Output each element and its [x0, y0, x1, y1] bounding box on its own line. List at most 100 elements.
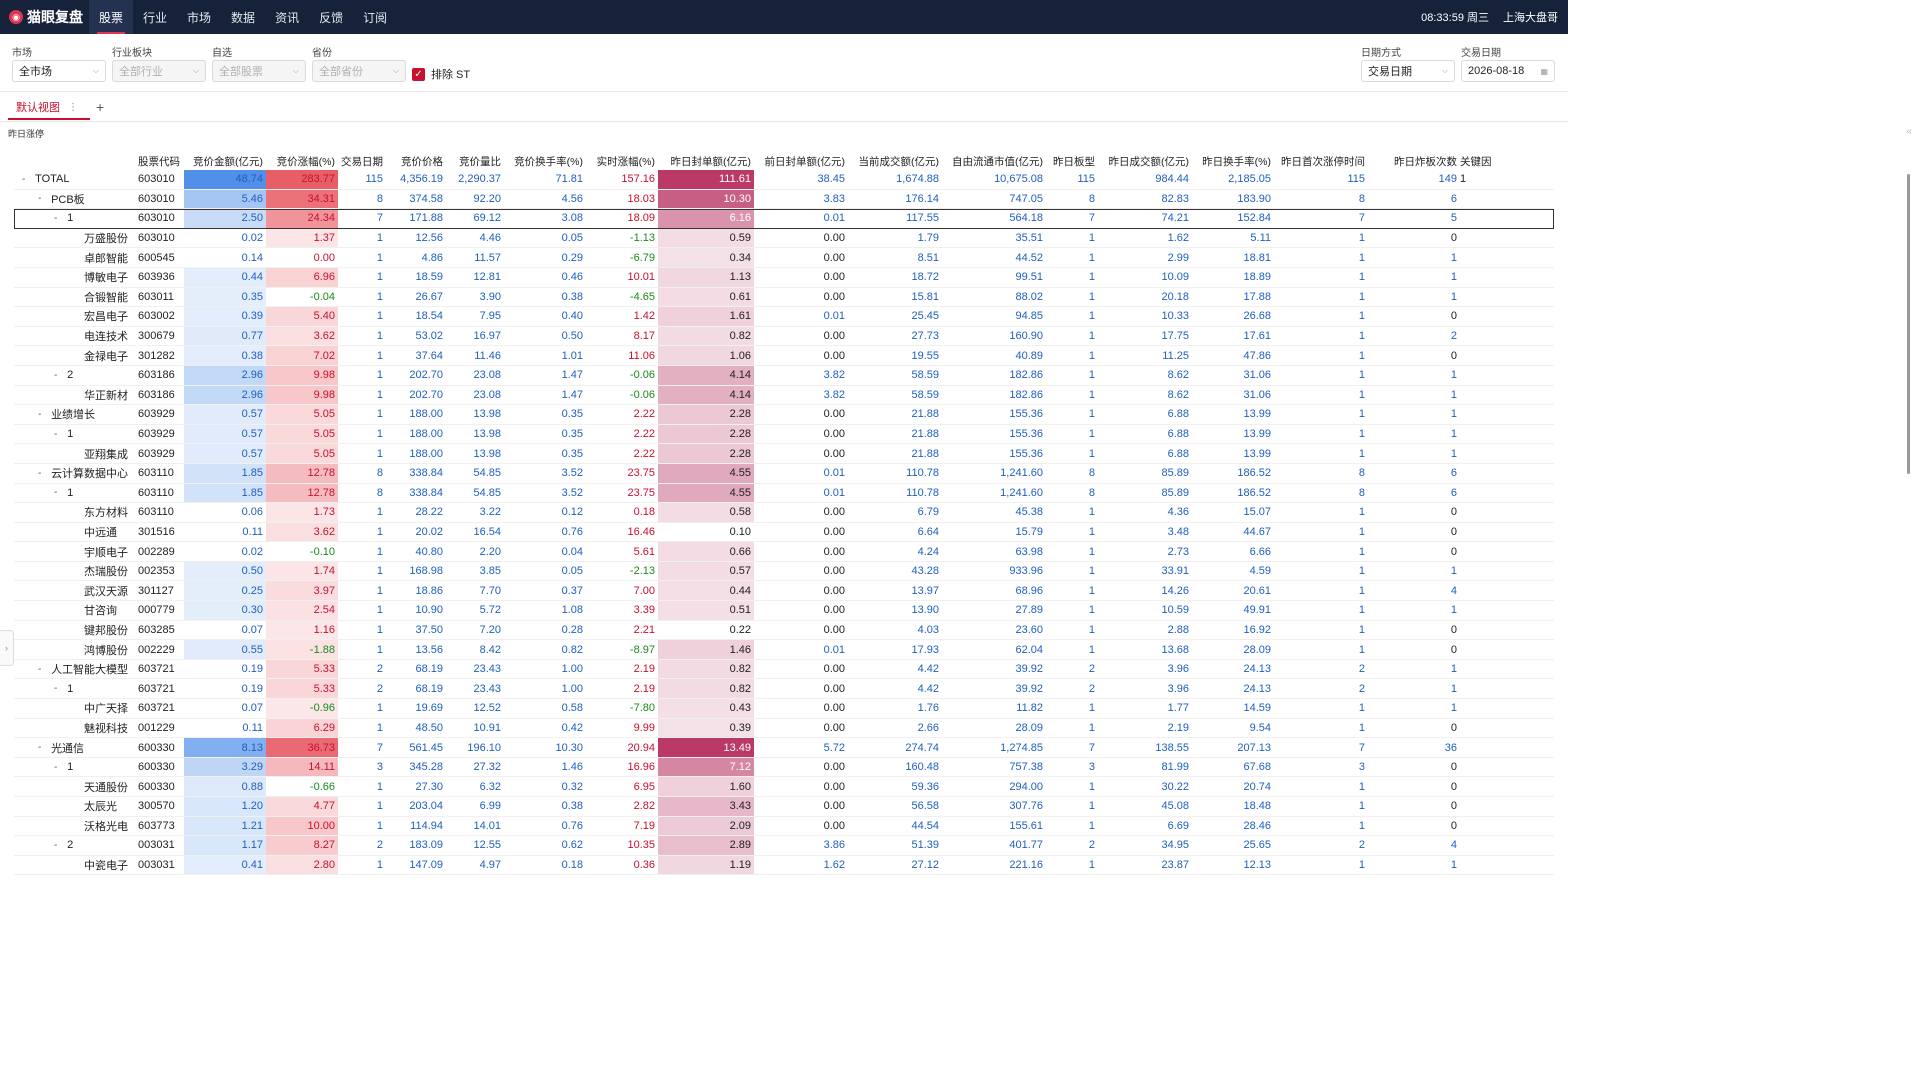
nav-item-6[interactable]: 订阅: [363, 10, 388, 25]
group-row[interactable]: - TOTAL 603010 48.74 283.77 115 4,356.19 2,290…: [14, 170, 1554, 190]
header-cell[interactable]: 股票代码: [138, 156, 180, 168]
exclude-st-checkbox[interactable]: ✓ 排除 ST: [412, 66, 470, 82]
collapse-toggle-icon[interactable]: -: [38, 663, 42, 675]
header-cell[interactable]: 昨日炸板次数: [1394, 156, 1457, 168]
header-cell[interactable]: 关键因: [1460, 156, 1492, 168]
group-row[interactable]: - PCB板 603010 5.46 34.31 8 374.58 92.20 4.56 18.…: [14, 189, 1554, 210]
stock-row[interactable]: 亚翔集成 603929 0.57 5.05 1 188.00 13.98 0.35 2.22 2.…: [14, 444, 1554, 464]
cell-16: 0: [1450, 761, 1457, 774]
header-cell[interactable]: 竞价涨幅(%): [276, 156, 335, 168]
group-row[interactable]: - 2 003031 1.17 8.27 2 183.09 12.55 0.62 10.35 2.…: [14, 836, 1554, 856]
chevron-down-icon: ⌵: [1441, 66, 1448, 75]
stock-row[interactable]: 沃格光电 603773 1.21 10.00 1 114.94 14.01 0.76 7.19 2…: [14, 816, 1554, 837]
trade-date-picker[interactable]: 2026-08-18 ▦: [1461, 60, 1555, 82]
collapse-toggle-icon[interactable]: -: [38, 467, 42, 479]
collapse-toggle-icon[interactable]: -: [54, 683, 58, 695]
stock-row[interactable]: 电连技术 300679 0.77 3.62 1 53.02 16.97 0.50 8.17 0.8…: [14, 326, 1554, 347]
group-row[interactable]: - 2 603186 2.96 9.98 1 202.70 23.08 1.47 -0.06 4.…: [14, 365, 1554, 386]
cell-14: 67.68: [1243, 761, 1271, 774]
group-row[interactable]: - 1 600330 3.29 14.11 3 345.28 27.32 1.46 16.96 7…: [14, 757, 1554, 778]
cell-12: 7: [1088, 212, 1095, 225]
stock-row[interactable]: 华正新材 603186 2.96 9.98 1 202.70 23.08 1.47 -0.06 4…: [14, 385, 1554, 406]
expand-sidebar-icon[interactable]: ›: [0, 630, 14, 666]
nav-item-3[interactable]: 数据: [231, 10, 256, 25]
nav-item-0[interactable]: 股票: [89, 0, 134, 34]
collapse-toggle-icon[interactable]: -: [38, 742, 42, 754]
header-cell[interactable]: 竞价量比: [459, 156, 501, 168]
stock-row[interactable]: 甘咨询 000779 0.30 2.54 1 10.90 5.72 1.08 3.39 0.51 0…: [14, 601, 1554, 621]
collapse-toggle-icon[interactable]: -: [54, 428, 58, 440]
app-logo[interactable]: ◉ 猫眼复盘: [9, 7, 83, 27]
market-select[interactable]: 全市场 ⌵: [12, 60, 106, 82]
collapse-toggle-icon[interactable]: -: [54, 212, 58, 224]
nav-item-2[interactable]: 市场: [187, 10, 212, 25]
stock-row[interactable]: 万盛股份 603010 0.02 1.37 1 12.56 4.46 0.05 -1.13 0.5…: [14, 228, 1554, 249]
group-row[interactable]: - 1 603929 0.57 5.05 1 188.00 13.98 0.35 2.22 2.2…: [14, 424, 1554, 445]
stock-row[interactable]: 博敏电子 603936 0.44 6.96 1 18.59 12.81 0.46 10.01 1.…: [14, 267, 1554, 288]
stock-row[interactable]: 杰瑞股份 002353 0.50 1.74 1 168.98 3.85 0.05 -2.13 0.…: [14, 561, 1554, 582]
header-cell[interactable]: 交易日期: [341, 156, 383, 168]
stock-row[interactable]: 中广天择 603721 0.07 -0.96 1 19.69 12.52 0.58 -7.80 0…: [14, 699, 1554, 719]
collapse-toggle-icon[interactable]: -: [54, 761, 58, 773]
cell-15: 1: [1358, 819, 1365, 832]
stock-row[interactable]: 武汉天源 301127 0.25 3.97 1 18.86 7.70 0.37 7.00 0.44…: [14, 581, 1554, 602]
row-name-cell: - 云计算数据中心: [14, 464, 136, 483]
collapse-toggle-icon[interactable]: -: [22, 173, 26, 185]
header-cell[interactable]: 昨日封单额(亿元): [670, 156, 752, 168]
stock-row[interactable]: 中远通 301516 0.11 3.62 1 20.02 16.54 0.76 16.46 0.1…: [14, 522, 1554, 543]
cell-10: 58.59: [911, 369, 939, 382]
stock-row[interactable]: 东方材料 603110 0.06 1.73 1 28.22 3.22 0.12 0.18 0.58…: [14, 503, 1554, 523]
header-cell[interactable]: 昨日板型: [1053, 156, 1095, 168]
province-select[interactable]: 全部省份 ⌵: [312, 60, 406, 82]
group-row[interactable]: - 1 603110 1.85 12.78 8 338.84 54.85 3.52 23.75 4…: [14, 483, 1554, 504]
collapse-toggle-icon[interactable]: -: [54, 487, 58, 499]
header-cell[interactable]: 实时涨幅(%): [596, 156, 655, 168]
collapse-toggle-icon[interactable]: -: [38, 408, 42, 420]
tab-label: 默认视图: [16, 102, 60, 114]
watchlist-select[interactable]: 全部股票 ⌵: [212, 60, 306, 82]
stock-row[interactable]: 天通股份 600330 0.88 -0.66 1 27.30 6.32 0.32 6.95 1.6…: [14, 777, 1554, 797]
cell-4: 68.19: [415, 663, 443, 676]
group-row[interactable]: - 业绩增长 603929 0.57 5.05 1 188.00 13.98 0.35 2.22…: [14, 405, 1554, 425]
cell-10: 21.88: [911, 447, 939, 460]
nav-item-1[interactable]: 行业: [143, 10, 168, 25]
tab-default-view[interactable]: 默认视图 ⋮: [8, 96, 90, 120]
add-tab-button[interactable]: +: [96, 99, 105, 115]
header-cell[interactable]: 竞价价格: [401, 156, 443, 168]
stock-row[interactable]: 鸿博股份 002229 0.55 -1.88 1 13.56 8.42 0.82 -8.97 1.…: [14, 640, 1554, 660]
stock-row[interactable]: 宇顺电子 002289 0.02 -0.10 1 40.80 2.20 0.04 5.61 0.6…: [14, 542, 1554, 562]
header-cell[interactable]: 昨日首次涨停时间: [1281, 156, 1365, 168]
stock-row[interactable]: 魅视科技 001229 0.11 6.29 1 48.50 10.91 0.42 9.99 0.3…: [14, 718, 1554, 739]
header-cell[interactable]: 自由流通市值(亿元): [952, 156, 1043, 168]
nav-item-4[interactable]: 资讯: [275, 10, 300, 25]
industry-select[interactable]: 全部行业 ⌵: [112, 60, 206, 82]
collapse-icon[interactable]: «: [1906, 126, 1912, 137]
stock-row[interactable]: 宏昌电子 603002 0.39 5.40 1 18.54 7.95 0.40 1.42 1.61…: [14, 307, 1554, 327]
stock-row[interactable]: 太辰光 300570 1.20 4.77 1 203.04 6.99 0.38 2.82 3.43…: [14, 797, 1554, 817]
user-name[interactable]: 上海大盘哥: [1503, 12, 1558, 24]
header-cell[interactable]: 昨日成交额(亿元): [1108, 156, 1190, 168]
collapse-toggle-icon[interactable]: -: [38, 193, 42, 205]
header-cell[interactable]: 竞价换手率(%): [514, 156, 583, 168]
group-row[interactable]: - 1 603010 2.50 24.34 7 171.88 69.12 3.08 18.09 6…: [14, 209, 1554, 229]
group-row[interactable]: - 云计算数据中心 603110 1.85 12.78 8 338.84 54.85 3.52…: [14, 463, 1554, 484]
stock-row[interactable]: 金禄电子 301282 0.38 7.02 1 37.64 11.46 1.01 11.06 1.…: [14, 346, 1554, 366]
stock-row[interactable]: 合锻智能 603011 0.35 -0.04 1 26.67 3.90 0.38 -4.65 0.…: [14, 287, 1554, 308]
scrollbar[interactable]: [1907, 174, 1910, 474]
cell-17: [1460, 405, 1510, 424]
collapse-toggle-icon[interactable]: -: [54, 839, 58, 851]
group-row[interactable]: - 光通信 600330 8.13 36.73 7 561.45 196.10 10.30 20…: [14, 738, 1554, 758]
date-mode-select[interactable]: 交易日期 ⌵: [1361, 60, 1455, 82]
group-row[interactable]: - 人工智能大模型 603721 0.19 5.33 2 68.19 23.43 1.00 2.…: [14, 659, 1554, 680]
header-cell[interactable]: 当前成交额(亿元): [858, 156, 940, 168]
group-row[interactable]: - 1 603721 0.19 5.33 2 68.19 23.43 1.00 2.19 0.82…: [14, 679, 1554, 700]
more-icon[interactable]: ⋮: [68, 101, 78, 113]
stock-row[interactable]: 卓郎智能 600545 0.14 0.00 1 4.86 11.57 0.29 -6.79 0.3…: [14, 248, 1554, 268]
stock-row[interactable]: 中瓷电子 003031 0.41 2.80 1 147.09 4.97 0.18 0.36 1.1…: [14, 855, 1554, 876]
nav-item-5[interactable]: 反馈: [319, 10, 344, 25]
header-cell[interactable]: 昨日换手率(%): [1202, 156, 1271, 168]
header-cell[interactable]: 竞价金额(亿元): [193, 156, 263, 168]
collapse-toggle-icon[interactable]: -: [54, 369, 58, 381]
header-cell[interactable]: 前日封单额(亿元): [764, 156, 846, 168]
stock-row[interactable]: 键邦股份 603285 0.07 1.16 1 37.50 7.20 0.28 2.21 0.22…: [14, 620, 1554, 641]
